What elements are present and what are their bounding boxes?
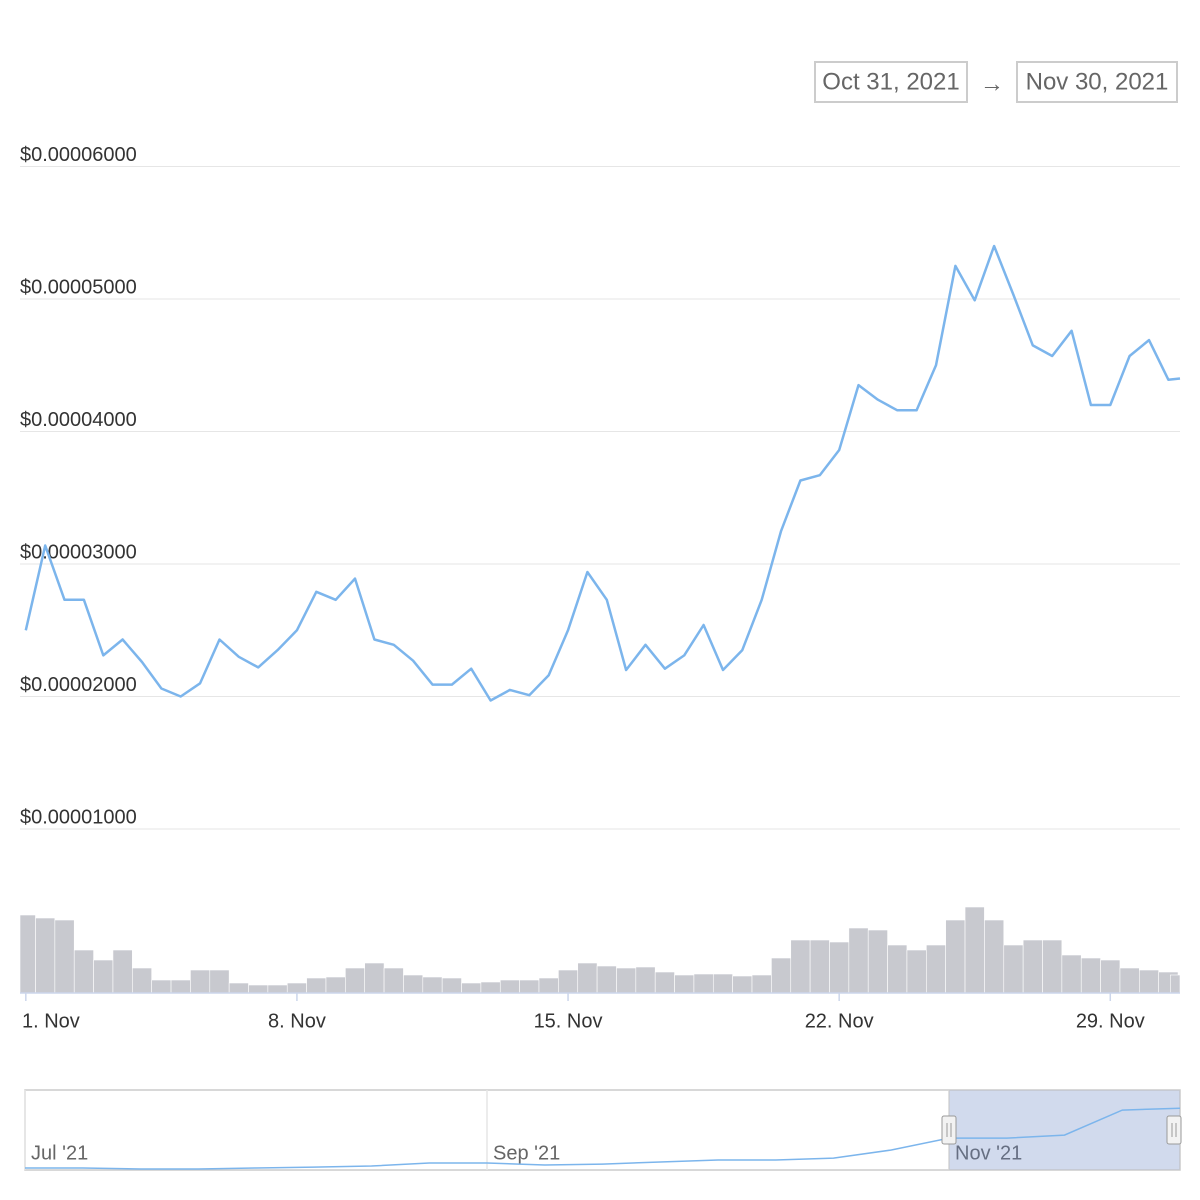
volume-bar	[674, 974, 695, 994]
x-tick-label: 15. Nov	[534, 1010, 603, 1032]
navigator-line	[25, 1107, 1181, 1170]
volume-bar	[35, 917, 56, 994]
y-tick-label: $0.00003000	[20, 541, 137, 563]
volume-bar	[1042, 939, 1063, 994]
volume-bar	[190, 969, 211, 994]
x-tick-label: 22. Nov	[805, 1010, 874, 1032]
volume-bar	[93, 959, 114, 994]
volume-bar	[732, 975, 753, 994]
volume-bar	[693, 973, 714, 994]
navigator-handle[interactable]	[941, 1115, 957, 1145]
volume-bar	[228, 982, 249, 994]
volume-bar	[441, 977, 462, 994]
volume-bar	[1022, 939, 1043, 994]
volume-bar	[519, 979, 540, 994]
volume-bar	[209, 969, 230, 994]
volume-bar	[54, 919, 75, 994]
volume-bar	[364, 962, 385, 994]
volume-bar	[151, 979, 172, 994]
volume-bar	[73, 949, 94, 994]
volume-bar	[480, 981, 501, 994]
volume-bar	[422, 976, 443, 994]
volume-bar	[1100, 959, 1121, 994]
navigator-label: Jul '21	[31, 1142, 88, 1164]
volume-bar	[1139, 969, 1159, 994]
volume-bar	[809, 939, 830, 994]
volume-bar	[926, 944, 946, 994]
volume-bar	[964, 906, 985, 994]
y-tick-label: $0.00004000	[20, 409, 137, 431]
volume-bar	[325, 976, 346, 994]
date-from: Oct 31, 2021	[822, 68, 959, 95]
volume-bar	[1080, 957, 1101, 994]
date-separator: →	[980, 70, 1004, 97]
x-tick-label: 1. Nov	[22, 1010, 80, 1032]
volume-bar	[906, 949, 927, 994]
volume-bar	[616, 967, 637, 994]
price-line	[24, 244, 1181, 702]
volume-bar	[984, 919, 1005, 994]
volume-bar	[596, 965, 617, 994]
volume-bar	[712, 973, 733, 994]
date-to: Nov 30, 2021	[1026, 68, 1169, 95]
navigator-frame	[24, 1089, 1181, 1171]
date-input-to[interactable]	[1016, 61, 1178, 103]
navigator-selection	[948, 1089, 1181, 1171]
x-tick-label: 8. Nov	[268, 1010, 326, 1032]
volume-bar	[635, 966, 656, 994]
volume-bar	[306, 977, 327, 994]
volume-bar	[1119, 967, 1140, 994]
volume-bar	[558, 969, 579, 994]
volume-bar	[654, 971, 675, 994]
volume-bar	[132, 967, 152, 994]
volume-bar	[790, 939, 811, 994]
volume-bar	[499, 979, 520, 994]
volume-bar	[403, 974, 424, 994]
volume-bar	[286, 982, 307, 994]
volume-bar	[538, 977, 559, 994]
volume-bar	[19, 914, 36, 994]
navigator-handle[interactable]	[1166, 1115, 1182, 1145]
x-tick-label: 29. Nov	[1076, 1010, 1145, 1032]
volume-bar	[1170, 974, 1181, 994]
volume-bar	[1061, 954, 1082, 994]
y-tick-label: $0.00005000	[20, 276, 137, 298]
volume-bar	[1003, 944, 1024, 994]
y-tick-label: $0.00006000	[20, 144, 137, 166]
volume-bar	[577, 962, 598, 994]
volume-bar	[170, 979, 191, 994]
volume-bar	[345, 967, 366, 994]
volume-bar	[751, 974, 772, 994]
volume-bar	[848, 927, 869, 994]
volume-bar	[945, 919, 966, 994]
navigator-label: Nov '21	[955, 1142, 1022, 1164]
y-tick-label: $0.00001000	[20, 806, 137, 828]
volume-bar	[248, 984, 269, 994]
volume-bar	[112, 949, 133, 994]
volume-bar	[829, 941, 850, 994]
y-tick-label: $0.00002000	[20, 674, 137, 696]
navigator-label: Sep '21	[493, 1142, 560, 1164]
volume-bar	[867, 929, 888, 994]
volume-bar	[887, 944, 908, 994]
volume-bar	[771, 957, 792, 994]
volume-bar	[461, 982, 482, 994]
volume-bar	[383, 967, 404, 994]
date-input-from[interactable]	[814, 61, 968, 103]
volume-bar	[267, 984, 288, 994]
